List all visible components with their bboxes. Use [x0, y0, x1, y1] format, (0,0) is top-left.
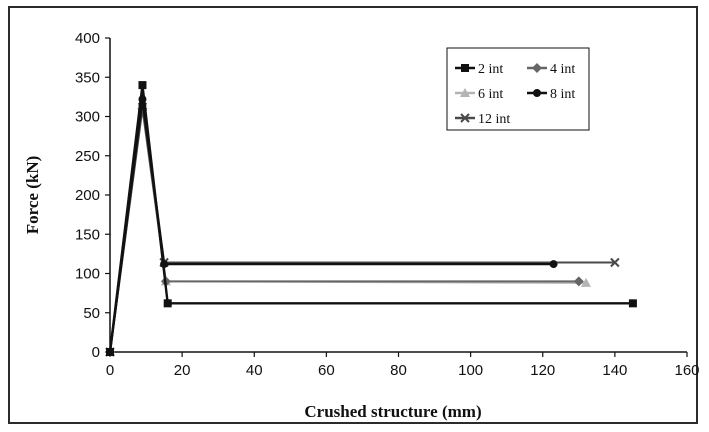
- legend-entry: 12 int: [455, 112, 510, 127]
- data-point: [138, 81, 147, 90]
- legend-entry: 2 int: [455, 62, 503, 77]
- x-tick-label: 140: [602, 362, 627, 379]
- x-tick-label: 120: [530, 362, 555, 379]
- y-axis-title: Force (kN): [23, 156, 42, 235]
- x-tick-label: 60: [318, 362, 335, 379]
- series-line: [108, 84, 633, 353]
- legend-label: 2 int: [478, 62, 503, 77]
- x-ticks: 0 20 40 60 80 100 120 140 160: [106, 352, 700, 379]
- data-point: [573, 276, 584, 287]
- y-tick-label: 250: [75, 148, 100, 165]
- x-tick-label: 80: [390, 362, 407, 379]
- legend-swatch-marker-stroke: [460, 113, 470, 123]
- legend-entry: 8 int: [527, 87, 575, 102]
- y-tick-label: 200: [75, 187, 100, 204]
- data-point: [628, 299, 637, 308]
- legend-swatch-marker: [533, 89, 541, 97]
- series-line: [109, 102, 587, 353]
- series-line: [109, 108, 579, 353]
- series-layer: [105, 81, 637, 357]
- series-2-int: [106, 81, 637, 356]
- series-line: [108, 99, 554, 353]
- legend-swatch-marker: [532, 63, 542, 73]
- legend: 2 int 4 int 6 int 8 int 12 int: [446, 47, 590, 131]
- legend-entry: 4 int: [527, 62, 575, 77]
- series-8-int: [106, 95, 558, 356]
- legend-label: 8 int: [550, 87, 575, 102]
- legend-swatch-marker: [460, 88, 470, 97]
- series-line: [109, 106, 615, 353]
- x-tick-label: 20: [174, 362, 191, 379]
- y-tick-label: 50: [83, 305, 100, 322]
- legend-label: 12 int: [478, 112, 510, 127]
- legend-swatch-marker: [461, 64, 469, 72]
- legend-label: 4 int: [550, 62, 575, 77]
- y-tick-label: 100: [75, 266, 100, 283]
- legend-box: [446, 47, 590, 131]
- legend-entry: 6 int: [455, 87, 503, 102]
- x-axis-title: Crushed structure (mm): [304, 402, 481, 421]
- data-point-stroke: [610, 257, 620, 268]
- legend-swatch-marker: [460, 113, 470, 123]
- x-tick-label: 40: [246, 362, 263, 379]
- y-tick-label: 400: [75, 30, 100, 47]
- axes: [109, 38, 687, 353]
- data-point: [163, 299, 172, 308]
- data-point: [581, 277, 592, 287]
- y-tick-label: 0: [92, 344, 100, 361]
- data-point: [610, 257, 620, 268]
- x-tick-label: 0: [106, 362, 114, 379]
- y-ticks: 0 50 100 150 200 250 300 350 400: [75, 30, 110, 361]
- series-4-int: [105, 103, 584, 357]
- y-tick-label: 350: [75, 69, 100, 86]
- data-point: [549, 260, 558, 269]
- x-tick-label: 160: [674, 362, 699, 379]
- data-point: [106, 348, 114, 356]
- series-6-int: [105, 97, 592, 356]
- y-tick-label: 150: [75, 226, 100, 243]
- y-tick-label: 300: [75, 109, 100, 126]
- x-tick-label: 100: [458, 362, 483, 379]
- series-12-int: [105, 102, 620, 357]
- legend-label: 6 int: [478, 87, 503, 102]
